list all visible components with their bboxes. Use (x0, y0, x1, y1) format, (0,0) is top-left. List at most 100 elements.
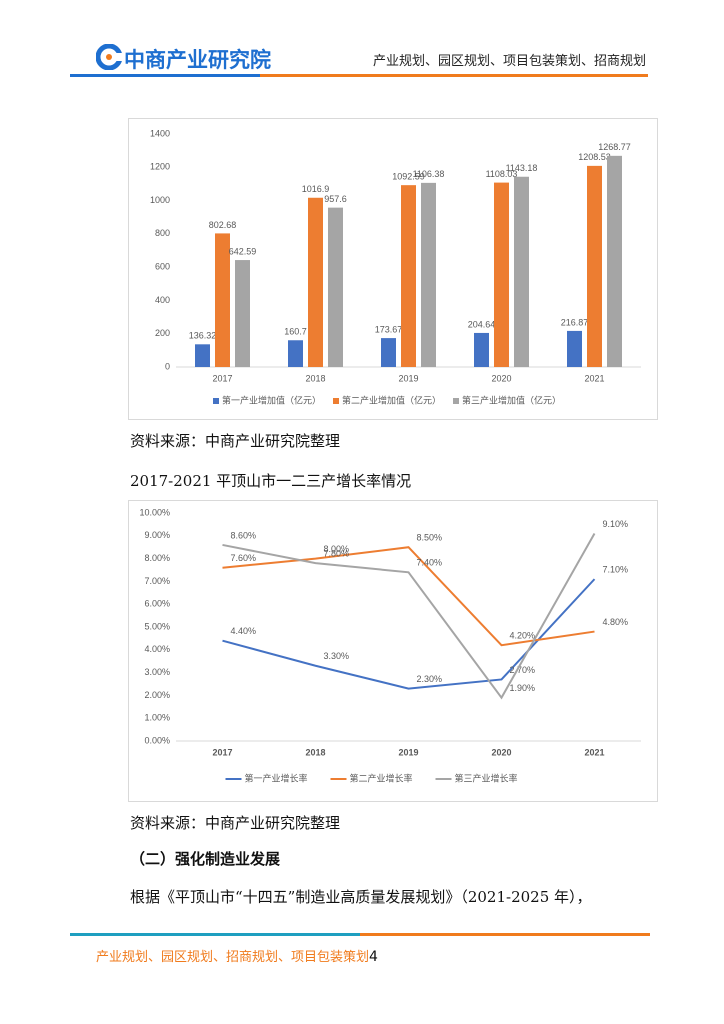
legend-swatch (333, 398, 339, 404)
bar (401, 185, 416, 367)
data-label: 160.7 (284, 327, 307, 337)
legend-label: 第三产业增加值（亿元） (462, 394, 561, 405)
data-label: 7.10% (603, 564, 629, 574)
y-tick-label: 10.00% (139, 507, 170, 517)
x-tick-label: 2018 (305, 373, 325, 383)
data-label: 1016.9 (302, 184, 330, 194)
line-series (222, 546, 595, 647)
y-tick-label: 400 (155, 295, 170, 305)
y-tick-label: 0 (165, 361, 170, 371)
bar (514, 176, 529, 367)
chart-title: 2017-2021 平顶山市一二三产增长率情况 (130, 472, 412, 490)
y-tick-label: 0.00% (144, 735, 170, 745)
y-tick-label: 1400 (150, 128, 170, 138)
y-tick-label: 2.00% (144, 690, 170, 700)
x-tick-label: 2019 (398, 747, 418, 757)
data-label: 7.40% (417, 558, 443, 568)
y-tick-label: 6.00% (144, 599, 170, 609)
legend-label: 第二产业增长率 (350, 772, 413, 783)
data-label: 1143.18 (506, 163, 538, 173)
x-tick-label: 2021 (584, 747, 604, 757)
data-label: 173.67 (375, 324, 403, 334)
bar (308, 197, 323, 367)
x-tick-label: 2018 (305, 747, 325, 757)
source-note: 资料来源：中商产业研究院整理 (130, 814, 341, 832)
data-label: 1208.53 (578, 152, 611, 162)
x-tick-label: 2020 (491, 373, 511, 383)
data-label: 1106.38 (413, 169, 445, 179)
data-label: 4.20% (510, 631, 536, 641)
data-label: 204.64 (468, 319, 496, 329)
y-tick-label: 5.00% (144, 621, 170, 631)
x-tick-label: 2017 (212, 373, 232, 383)
bar (381, 338, 396, 367)
page-number: 4 (369, 949, 378, 965)
data-label: 7.60% (231, 553, 257, 563)
data-label: 9.10% (603, 519, 629, 529)
footer-links: 产业规划、园区规划、招商规划、项目包装策划 (96, 950, 370, 965)
header-tagline: 产业规划、园区规划、项目包装策划、招商规划 (372, 54, 646, 69)
x-tick-label: 2017 (212, 747, 232, 757)
paragraph: 根据《平顶山市“十四五”制造业高质量发展规划》（2021-2025 年）， (130, 888, 592, 906)
y-tick-label: 200 (155, 328, 170, 338)
bar (474, 332, 489, 367)
data-label: 1108.03 (486, 169, 518, 179)
bar (494, 182, 509, 367)
y-tick-label: 600 (155, 262, 170, 272)
data-label: 2.30% (417, 674, 443, 684)
y-tick-label: 7.00% (144, 576, 170, 586)
logo-icon (96, 44, 122, 70)
line-series (222, 578, 596, 690)
y-tick-label: 4.00% (144, 644, 170, 654)
line-series (222, 533, 596, 700)
data-label: 136.32 (189, 331, 217, 341)
legend-label: 第三产业增长率 (455, 772, 518, 783)
data-label: 8.50% (417, 533, 443, 543)
bar-chart: 0 200 400 600 800 1000 1200 1400 2017 2018 2019 202… (128, 118, 658, 420)
header-rule-blue (70, 74, 260, 77)
bar (195, 344, 210, 367)
data-label: 7.80% (324, 549, 350, 559)
bar (288, 340, 303, 367)
legend-label: 第一产业增长率 (245, 772, 308, 783)
data-label: 216.87 (561, 317, 589, 327)
y-tick-label: 800 (155, 228, 170, 238)
legend-label: 第二产业增加值（亿元） (342, 394, 441, 405)
legend-swatch (453, 398, 459, 404)
legend-label: 第一产业增加值（亿元） (222, 394, 321, 405)
bar (567, 330, 582, 367)
y-tick-label: 1200 (150, 162, 170, 172)
data-label: 1268.77 (598, 142, 631, 152)
source-note: 资料来源：中商产业研究院整理 (130, 432, 341, 450)
footer-rule-blue (70, 933, 360, 936)
data-label: 8.60% (231, 530, 257, 540)
x-tick-label: 2021 (584, 373, 604, 383)
y-tick-label: 1000 (150, 195, 170, 205)
bar (328, 207, 343, 367)
data-label: 957.6 (324, 194, 347, 204)
data-label: 4.80% (603, 617, 629, 627)
data-label: 802.68 (209, 220, 237, 230)
data-label: 2.70% (510, 665, 536, 675)
bar (607, 155, 622, 367)
data-label: 4.40% (231, 626, 257, 636)
x-tick-label: 2020 (491, 747, 511, 757)
logo-text: 中商产业研究院 (124, 48, 271, 72)
data-label: 1.90% (510, 683, 536, 693)
bar (421, 182, 436, 367)
data-label: 642.59 (229, 246, 257, 256)
footer-text: 产业规划、园区规划、招商规划、项目包装策划4 (96, 946, 378, 965)
y-tick-label: 8.00% (144, 553, 170, 563)
bar (215, 233, 230, 367)
y-tick-label: 9.00% (144, 530, 170, 540)
y-tick-label: 1.00% (144, 713, 170, 723)
x-tick-label: 2019 (398, 373, 418, 383)
legend-swatch (213, 398, 219, 404)
bar (587, 165, 602, 367)
data-label: 8.00% (324, 544, 350, 554)
y-tick-label: 3.00% (144, 667, 170, 677)
bar (235, 260, 250, 367)
section-heading: （二）强化制造业发展 (130, 850, 281, 868)
header-rule-orange (260, 74, 648, 77)
